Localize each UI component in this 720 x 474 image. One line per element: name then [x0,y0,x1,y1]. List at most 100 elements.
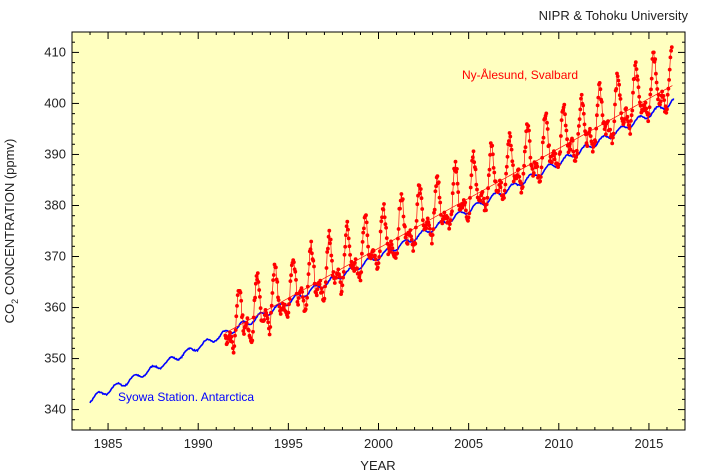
ny-alesund-point [439,213,443,217]
ny-alesund-point [364,220,369,225]
ny-alesund-point [271,273,276,277]
ny-alesund-point [651,50,656,55]
ny-alesund-point [482,196,486,201]
ny-alesund-point [427,226,432,231]
ny-alesund-point [599,100,604,104]
ny-alesund-point [382,215,387,220]
ny-alesund-point [373,257,378,262]
ny-alesund-point [329,253,334,258]
ny-alesund-point [235,293,240,297]
legend-label-ny-alesund: Ny-Ålesund, Svalbard [462,67,578,82]
ny-alesund-point [384,225,388,230]
ny-alesund-point [346,227,350,232]
ny-alesund-point [579,92,584,97]
ny-alesund-point [570,138,575,143]
y-tick-label: 350 [44,351,66,366]
ny-alesund-point [437,195,442,200]
ny-alesund-point [502,196,506,200]
ny-alesund-point [305,295,309,300]
ny-alesund-point [473,167,478,172]
ny-alesund-point [564,128,569,133]
ny-alesund-point [594,126,599,131]
ny-alesund-point [326,246,330,251]
ny-alesund-point [550,160,554,165]
ny-alesund-point [263,308,268,312]
y-axis-title-subscript: 2 [10,299,20,304]
ny-alesund-point [433,189,438,194]
ny-alesund-point [649,76,654,81]
ny-alesund-point [250,338,255,343]
ny-alesund-point [301,295,305,299]
plot-background [72,32,685,430]
ny-alesund-point [414,219,419,223]
y-tick-label: 390 [44,146,66,161]
ny-alesund-point [667,78,671,82]
ny-alesund-point [668,55,673,60]
ny-alesund-point [330,258,334,263]
ny-alesund-point [460,205,465,210]
ny-alesund-point [225,340,230,345]
ny-alesund-point [545,127,550,131]
ny-alesund-point [360,240,365,244]
ny-alesund-point [432,210,436,215]
x-tick-label: 2000 [364,436,393,451]
ny-alesund-point [647,105,652,110]
ny-alesund-point [349,259,354,264]
ny-alesund-point [454,170,459,174]
ny-alesund-point [520,185,525,189]
ny-alesund-point [669,48,673,53]
ny-alesund-point [667,67,672,72]
ny-alesund-point [262,318,266,322]
ny-alesund-point [635,74,640,79]
ny-alesund-point [384,236,389,241]
ny-alesund-point [565,137,569,142]
ny-alesund-point [233,333,237,338]
ny-alesund-point [514,176,519,181]
ny-alesund-point [418,187,423,191]
ny-alesund-point [414,225,418,230]
ny-alesund-point [631,90,635,95]
ny-alesund-point [523,145,528,150]
ny-alesund-point [447,226,452,231]
ny-alesund-point [628,132,633,136]
ny-alesund-point [636,85,641,90]
ny-alesund-point [490,143,495,148]
ny-alesund-point [496,188,501,193]
ny-alesund-point [582,122,587,127]
ny-alesund-point [541,135,546,140]
ny-alesund-point [656,97,660,102]
ny-alesund-point [390,246,395,251]
credit-text: NIPR & Tohoku University [539,8,689,23]
ny-alesund-point [633,63,637,68]
x-tick-label: 2010 [544,436,573,451]
ny-alesund-point [658,102,662,107]
ny-alesund-point [535,164,540,169]
ny-alesund-point [472,160,477,165]
ny-alesund-point [230,340,235,344]
ny-alesund-point [389,239,393,244]
ny-alesund-point [522,163,526,168]
ny-alesund-point [310,251,314,256]
ny-alesund-point [411,249,416,253]
ny-alesund-point [466,218,470,223]
ny-alesund-point [547,143,551,148]
ny-alesund-point [633,60,638,65]
ny-alesund-point [415,202,420,207]
y-tick-label: 410 [44,44,66,59]
ny-alesund-point [450,209,454,214]
ny-alesund-point [641,103,646,108]
ny-alesund-point [328,237,333,242]
ny-alesund-point [348,253,352,257]
ny-alesund-point [562,102,567,107]
ny-alesund-point [626,123,631,128]
ny-alesund-point [336,267,341,272]
ny-alesund-point [283,302,287,307]
ny-alesund-point [467,211,472,216]
ny-alesund-point [632,76,637,81]
ny-alesund-point [511,163,515,168]
ny-alesund-point [427,223,431,228]
ny-alesund-point [357,275,361,280]
ny-alesund-point [312,264,316,269]
ny-alesund-point [516,167,521,172]
ny-alesund-point [577,124,581,128]
